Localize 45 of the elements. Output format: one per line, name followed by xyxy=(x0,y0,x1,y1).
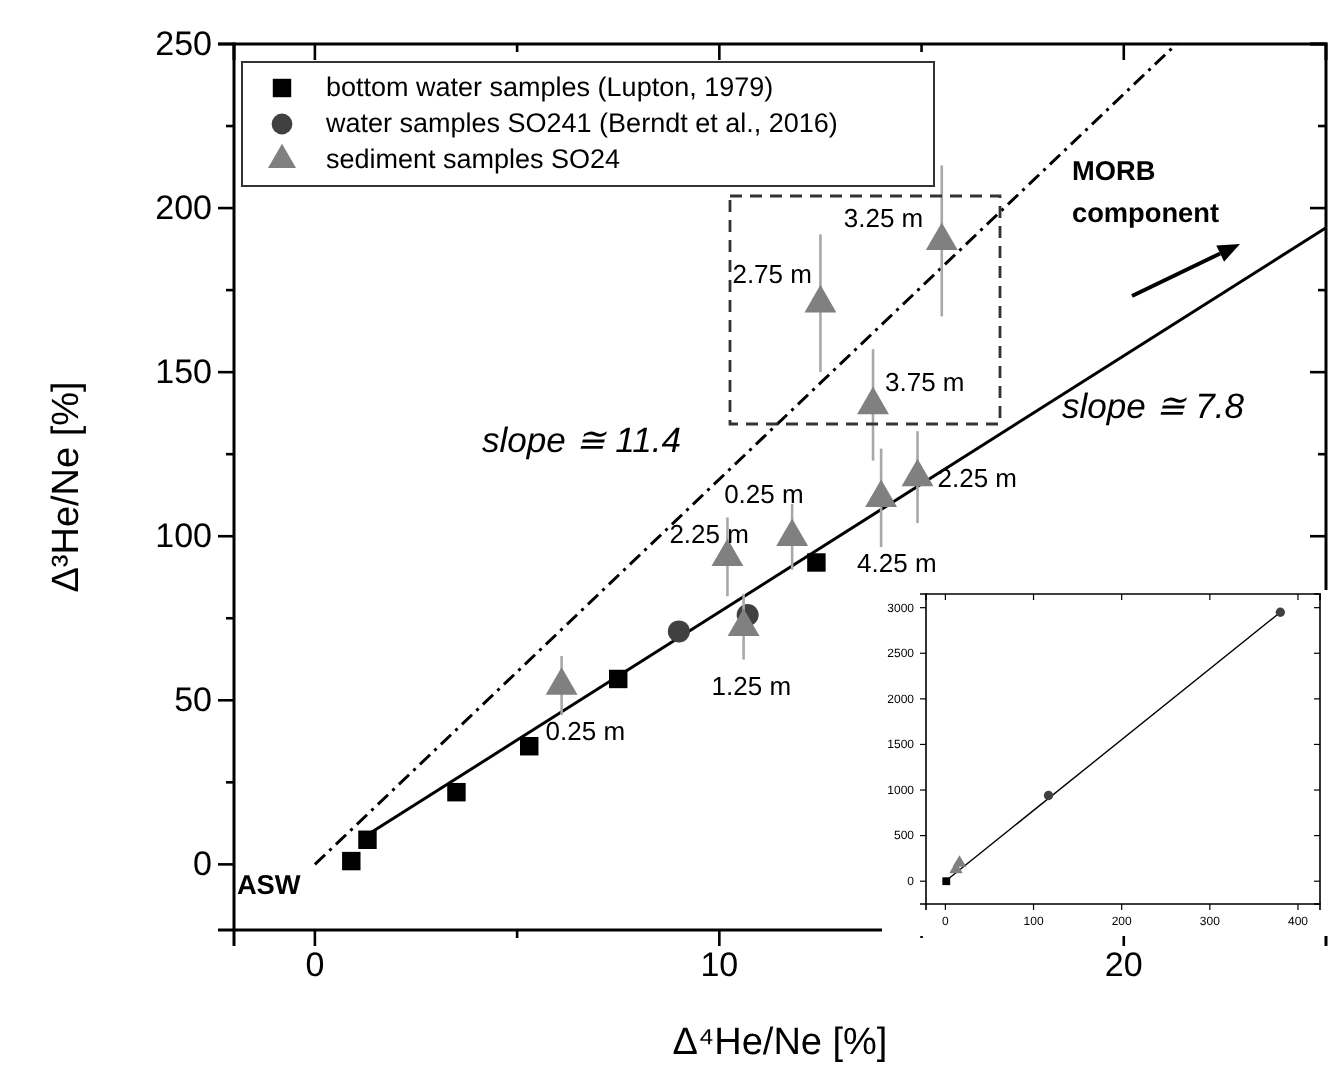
x-tick-label: 20 xyxy=(1104,946,1143,985)
point xyxy=(776,518,809,547)
annotation: 0.25 m xyxy=(724,479,804,510)
point xyxy=(667,620,690,643)
annotation: ASW xyxy=(236,869,301,900)
annotation: 2.25 m xyxy=(937,464,1018,495)
y-tick-label: 50 xyxy=(174,681,212,720)
x-axis-title: Δ⁴He/Ne [%] xyxy=(672,1022,888,1064)
point xyxy=(358,830,377,849)
annotation: 1.25 m xyxy=(711,671,792,702)
point xyxy=(727,608,760,636)
y-axis-title: Δ³He/Ne [%] xyxy=(46,381,88,593)
annotation: 3.75 m xyxy=(885,367,965,398)
point xyxy=(1275,607,1285,617)
point xyxy=(804,284,837,313)
point xyxy=(857,386,889,415)
point xyxy=(807,553,826,572)
annotation: 2.75 m xyxy=(732,260,812,291)
y-tick-label: 250 xyxy=(155,24,212,63)
annotation: 0.25 m xyxy=(545,716,626,747)
point xyxy=(609,669,628,689)
y-tick-label: 200 xyxy=(155,188,212,227)
point xyxy=(1043,790,1054,801)
point xyxy=(901,458,934,487)
legend-label: water samples SO241 (Berndt et al., 2016) xyxy=(324,107,838,138)
annotation: 3.25 m xyxy=(843,203,924,234)
x-tick-label: 0 xyxy=(305,946,325,985)
point xyxy=(952,855,967,867)
y-tick-label: 0 xyxy=(193,845,212,884)
point xyxy=(942,877,951,886)
y-tick-label: 100 xyxy=(155,517,212,556)
point xyxy=(925,222,958,251)
annotation: slope ≅ 7.8 xyxy=(1062,385,1245,426)
legend-label: bottom water samples (Lupton, 1979) xyxy=(326,71,774,102)
x-tick-label: 10 xyxy=(700,946,739,985)
point xyxy=(342,851,361,871)
point xyxy=(865,479,898,508)
annotation: 4.25 m xyxy=(857,548,937,579)
legend-label: sediment samples SO24 xyxy=(326,143,622,174)
y-tick-label: 150 xyxy=(155,353,212,392)
point xyxy=(447,782,466,802)
point xyxy=(520,737,539,756)
annotation: MORB component xyxy=(1072,155,1220,228)
annotation: slope ≅ 11.4 xyxy=(482,419,682,460)
annotation: 2.25 m xyxy=(669,519,749,550)
